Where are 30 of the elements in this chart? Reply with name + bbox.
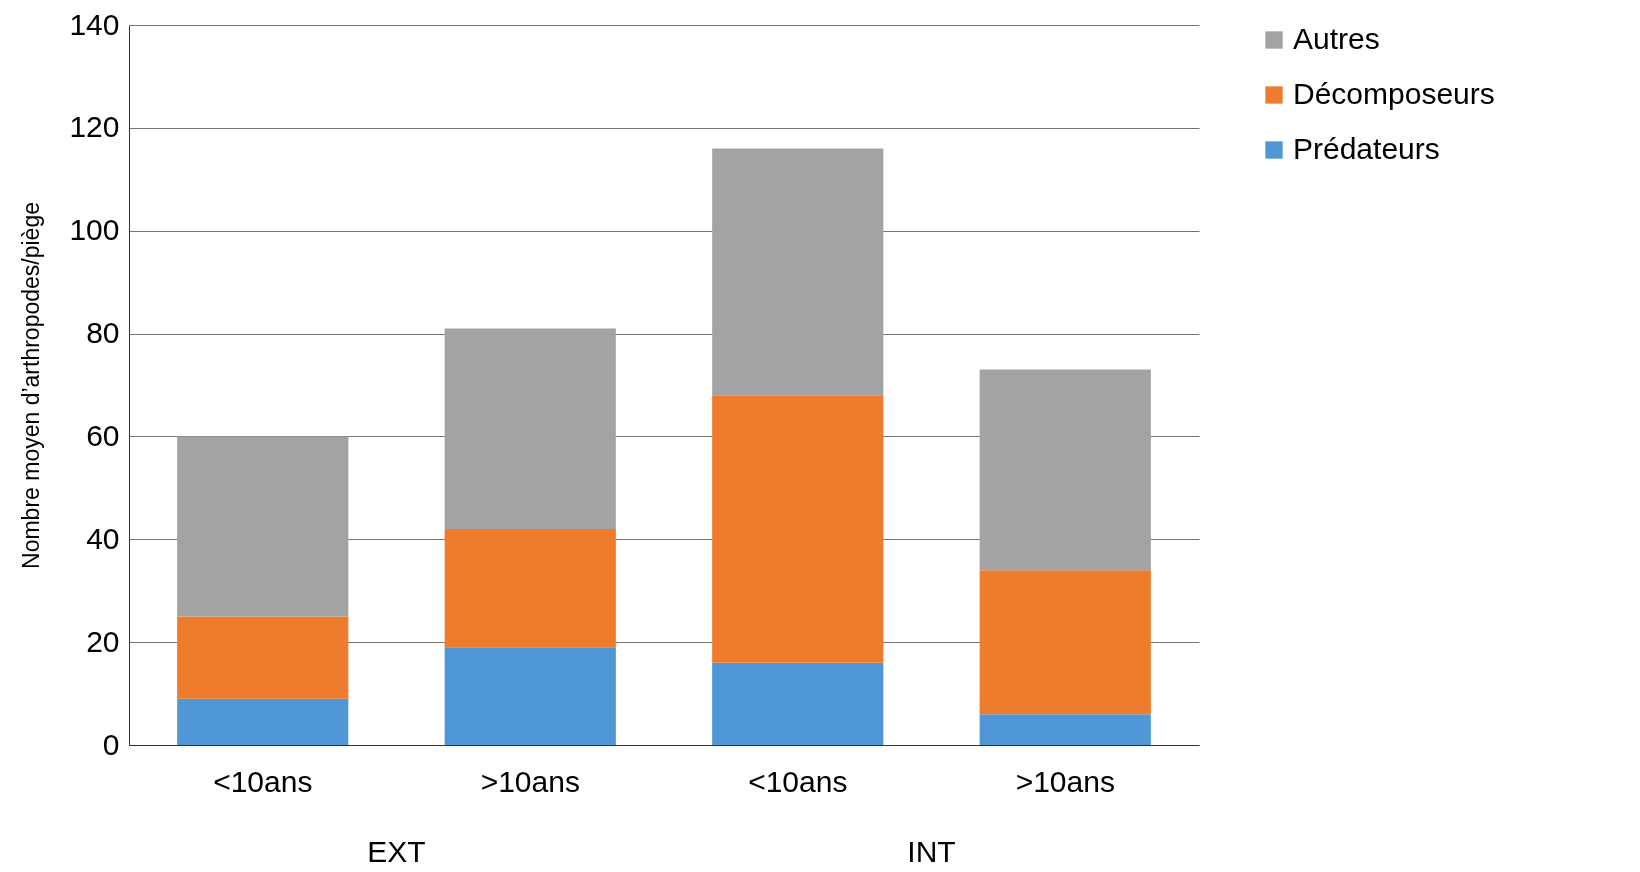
y-tick-label: 20 bbox=[86, 624, 120, 658]
legend-label: Décomposeurs bbox=[1293, 77, 1495, 110]
bar bbox=[177, 698, 349, 745]
x-tick-label: <10ans bbox=[213, 764, 313, 798]
y-tick-label: 60 bbox=[86, 418, 120, 452]
bar bbox=[712, 148, 884, 396]
bar bbox=[979, 714, 1151, 745]
y-tick-label: 120 bbox=[69, 110, 120, 144]
text: INT bbox=[907, 835, 956, 868]
text: EXT bbox=[367, 835, 426, 868]
bar bbox=[979, 570, 1151, 715]
y-axis-title: Nombre moyen d’arthropodes/piège bbox=[18, 202, 45, 569]
bar bbox=[712, 395, 884, 663]
y-tick-label: 40 bbox=[86, 521, 120, 555]
bar bbox=[177, 436, 349, 617]
bar bbox=[712, 662, 884, 745]
y-tick-label: 100 bbox=[69, 213, 120, 247]
x-tick-label: >10ans bbox=[480, 764, 580, 798]
legend-label: Prédateurs bbox=[1293, 132, 1440, 165]
bar bbox=[444, 529, 616, 648]
bar bbox=[979, 369, 1151, 571]
x-tick-label: <10ans bbox=[748, 764, 848, 798]
legend-label: Autres bbox=[1293, 22, 1380, 55]
x-tick-label: >10ans bbox=[1015, 764, 1115, 798]
bar bbox=[177, 616, 349, 699]
bar bbox=[444, 647, 616, 745]
y-tick-label: 80 bbox=[86, 316, 120, 350]
bar bbox=[444, 328, 616, 529]
y-tick-label: 0 bbox=[102, 727, 120, 761]
y-tick-label: 140 bbox=[69, 7, 120, 41]
